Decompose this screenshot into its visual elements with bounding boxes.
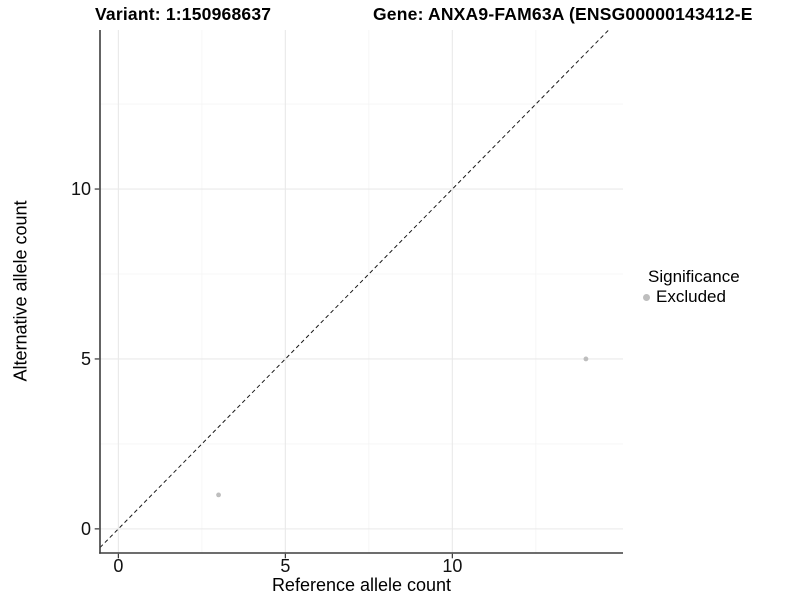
plot-title-gene: Gene: ANXA9-FAM63A (ENSG00000143412-E [373,4,753,24]
x-tick-label-5: 5 [280,556,291,576]
y-tick-label-5: 5 [80,348,91,369]
y-tick-label-0: 0 [80,518,91,539]
legend-item-excluded: Excluded [643,287,740,307]
legend: Significance Excluded [643,266,740,307]
data-point-excluded [216,492,221,498]
legend-point-icon [643,293,650,301]
y-tick-label-10: 10 [70,179,91,200]
legend-title: Significance [648,267,740,286]
identity-dashed-line [100,30,609,548]
major-gridlines [100,30,623,553]
legend-label: Excluded [656,287,726,306]
x-tick-label-10: 10 [442,556,463,576]
plot-title-variant: Variant: 1:150968637 [95,4,272,24]
plot-panel [100,30,623,553]
data-point-excluded [583,356,589,362]
x-tick-label-0: 0 [113,556,124,576]
identity-line [100,30,609,548]
axis-lines-and-ticks [94,30,623,559]
x-axis-title: Reference allele count [271,575,452,595]
legend-items: Excluded [643,287,740,307]
data-points [216,356,589,498]
minor-gridlines [100,30,623,553]
y-axis-title: Alternative allele count [10,200,31,382]
